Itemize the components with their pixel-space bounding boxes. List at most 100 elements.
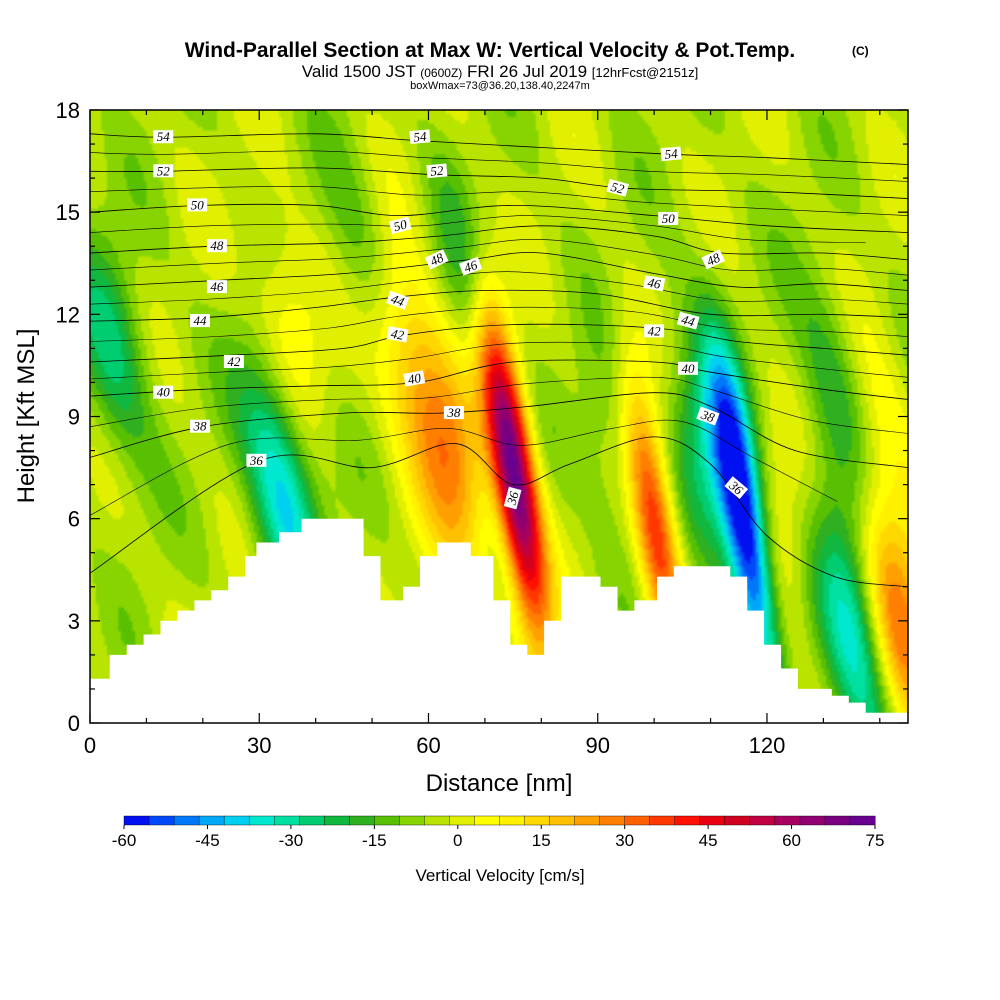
theta-contour-minor — [90, 419, 838, 516]
colorbar-swatch — [524, 815, 551, 826]
contour-label-text: 54 — [413, 129, 428, 145]
valid-local-time: Valid 1500 JST — [302, 62, 416, 81]
colorbar-swatch — [374, 815, 400, 826]
colorbar: -60 -45 -30 -15 0 15 30 45 60 75 — [112, 815, 884, 850]
contour-label-text: 44 — [389, 291, 407, 310]
x-tick-label: 120 — [749, 733, 786, 758]
y-tick-label: 18 — [56, 98, 80, 123]
valid-date: FRI 26 Jul 2019 — [467, 62, 587, 81]
contour-label-text: 44 — [680, 312, 697, 330]
contour-label: 40 — [153, 385, 174, 400]
colorbar-swatch — [198, 815, 225, 826]
contour-label: 40 — [403, 370, 426, 387]
colorbar-swatch — [774, 815, 801, 826]
contour-label-text: 52 — [157, 163, 171, 178]
colorbar-swatch — [724, 815, 751, 826]
colorbar-tick-label: -45 — [195, 831, 220, 850]
contour-label-text: 42 — [390, 326, 406, 343]
contour-label: 36 — [246, 453, 267, 468]
y-tick-label: 6 — [68, 507, 80, 532]
colorbar-tick-label: 45 — [699, 831, 718, 850]
contour-label-text: 36 — [503, 489, 521, 507]
colorbar-swatch — [624, 815, 651, 826]
contour-label: 44 — [190, 313, 210, 328]
colorbar-swatch — [824, 815, 851, 826]
theta-contour-minor — [90, 238, 908, 276]
contour-label: 44 — [676, 312, 700, 330]
contour-label: 36 — [724, 476, 749, 500]
theta-contour-minor — [90, 341, 908, 380]
contour-labels: 54 52 50 48 46 44 42 40 38 36 54 52 50 48 46 44 42 40 38 36… — [153, 129, 749, 510]
contour-label: 48 — [424, 249, 449, 270]
colorbar-swatch — [849, 815, 876, 826]
theta-contour-42 — [90, 323, 908, 363]
contour-label: 48 — [701, 249, 725, 270]
contour-label-text: 38 — [698, 406, 717, 425]
contour-label-text: 52 — [430, 163, 445, 179]
contour-label-text: 38 — [446, 405, 461, 420]
colorbar-swatch — [123, 815, 150, 826]
y-tick-label: 15 — [56, 200, 80, 225]
contour-label: 48 — [206, 238, 227, 253]
contour-label-text: 46 — [210, 279, 224, 294]
theta-contour-44 — [90, 289, 908, 322]
theta-contour-54 — [90, 133, 908, 165]
copyright-mark: (C) — [852, 44, 869, 58]
contour-label: 54 — [153, 129, 174, 144]
colorbar-tick-label: -15 — [362, 831, 387, 850]
contour-label: 36 — [503, 486, 522, 510]
theta-contour-50 — [90, 203, 908, 233]
contour-label-text: 46 — [646, 275, 662, 292]
y-tick-label: 9 — [68, 405, 80, 430]
colorbar-swatch — [799, 815, 826, 826]
contour-label-text: 54 — [157, 129, 171, 144]
colorbar-swatch — [599, 815, 626, 826]
colorbar-tick-label: 15 — [532, 831, 551, 850]
contour-label: 54 — [660, 146, 682, 162]
x-tick-label: 0 — [84, 733, 96, 758]
colorbar-swatch — [674, 815, 701, 826]
colorbar-swatch — [324, 815, 350, 826]
theta-contour-52 — [90, 167, 908, 199]
colorbar-tick-label: 60 — [782, 831, 801, 850]
theta-contour-48 — [90, 225, 908, 261]
chart-title: Wind-Parallel Section at Max W: Vertical… — [185, 39, 796, 62]
contour-label-text: 36 — [249, 453, 264, 468]
contour-label-text: 44 — [194, 313, 208, 328]
x-tick-label: 30 — [247, 733, 271, 758]
colorbar-swatch — [424, 815, 450, 826]
colorbar-swatch — [649, 815, 676, 826]
contour-label: 46 — [206, 279, 227, 294]
y-tick-label: 3 — [68, 609, 80, 634]
colorbar-label: Vertical Velocity [cm/s] — [415, 866, 584, 885]
theta-contour-minor — [90, 271, 908, 305]
contour-label-text: 54 — [664, 146, 679, 162]
x-tick-label: 60 — [416, 733, 440, 758]
contour-label-text: 42 — [227, 354, 241, 369]
contour-label: 54 — [409, 129, 431, 145]
valid-utc-time: (0600Z) — [420, 66, 462, 80]
colorbar-swatch — [474, 815, 501, 826]
valid-time-line: Valid 1500 JST (0600Z) FRI 26 Jul 2019 [… — [302, 62, 698, 81]
colorbar-swatch — [574, 815, 601, 826]
contour-label-text: 48 — [704, 250, 723, 269]
contour-label-text: 50 — [392, 216, 409, 234]
y-tick-label: 12 — [56, 302, 80, 327]
contour-label: 42 — [223, 354, 244, 369]
colorbar-swatch — [349, 815, 375, 826]
colorbar-swatch — [148, 815, 175, 826]
contour-label: 50 — [187, 197, 208, 212]
colorbar-swatch — [223, 815, 250, 826]
colorbar-swatch — [173, 815, 200, 826]
contour-label-text: 46 — [462, 257, 480, 276]
colorbar-tick-label: 0 — [453, 831, 462, 850]
colorbar-swatch — [399, 815, 425, 826]
contour-label: 50 — [388, 216, 412, 234]
forecast-info: [12hrFcst@2151z] — [592, 65, 698, 80]
contour-label: 50 — [658, 211, 679, 226]
contour-label-text: 48 — [210, 238, 224, 253]
theta-contour-minor — [90, 376, 908, 434]
contour-label: 44 — [386, 290, 410, 310]
theta-contour-46 — [90, 252, 908, 291]
